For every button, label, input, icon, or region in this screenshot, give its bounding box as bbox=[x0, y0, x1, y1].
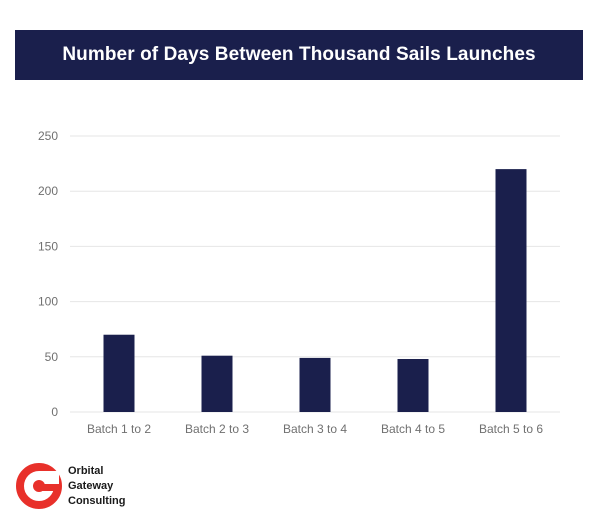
logo-text: Orbital Gateway Consulting bbox=[68, 464, 125, 509]
y-tick-label: 50 bbox=[45, 350, 59, 364]
x-category-label: Batch 1 to 2 bbox=[87, 422, 151, 436]
chart-title-banner: Number of Days Between Thousand Sails La… bbox=[15, 30, 583, 80]
bar bbox=[201, 355, 233, 412]
orbital-logo-icon bbox=[16, 463, 62, 509]
x-category-label: Batch 5 to 6 bbox=[479, 422, 543, 436]
x-category-label: Batch 4 to 5 bbox=[381, 422, 445, 436]
x-category-label: Batch 2 to 3 bbox=[185, 422, 249, 436]
logo-line-1: Orbital bbox=[68, 464, 104, 477]
logo-line-3: Consulting bbox=[68, 494, 126, 507]
y-tick-label: 200 bbox=[38, 184, 58, 198]
bar bbox=[397, 359, 429, 412]
bar bbox=[495, 169, 527, 412]
x-category-label: Batch 3 to 4 bbox=[283, 422, 347, 436]
y-tick-label: 250 bbox=[38, 129, 58, 143]
y-tick-label: 150 bbox=[38, 239, 58, 253]
y-tick-label: 100 bbox=[38, 295, 58, 309]
company-logo: Orbital Gateway Consulting bbox=[16, 462, 125, 510]
y-tick-label: 0 bbox=[51, 405, 58, 419]
chart-title: Number of Days Between Thousand Sails La… bbox=[62, 44, 536, 65]
bar bbox=[299, 357, 331, 412]
logo-line-2: Gateway bbox=[68, 479, 114, 492]
bar bbox=[103, 334, 135, 412]
